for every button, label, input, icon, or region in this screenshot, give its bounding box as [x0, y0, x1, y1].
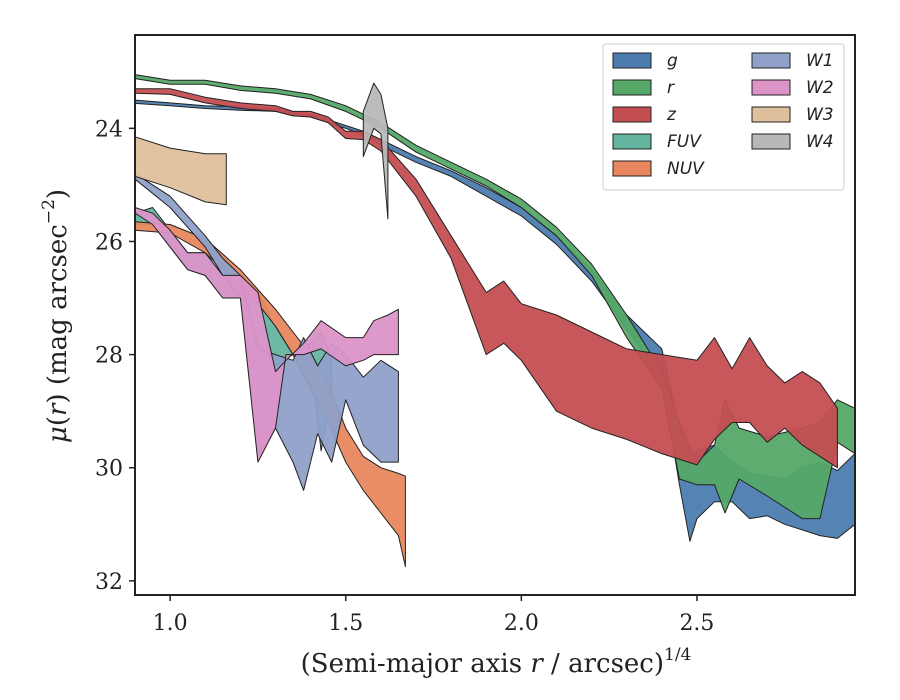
legend-swatch-FUV: [612, 133, 652, 150]
legend: grz FUV NUV W1 W2 W3 W4: [602, 43, 845, 191]
legend-swatch-z: [612, 106, 652, 123]
x-tick-label: 1.0: [153, 611, 188, 636]
legend-swatch-W4: [751, 133, 791, 150]
legend-swatch-W2: [751, 79, 791, 96]
y-tick-label: 30: [95, 457, 123, 482]
band-z: [135, 88, 838, 469]
y-tick-label: 28: [95, 344, 123, 369]
legend-label-W4: W4: [806, 132, 834, 152]
legend-swatch-g: [612, 52, 652, 69]
legend-label-W1: W1: [806, 51, 834, 71]
y-tick-label: 26: [95, 230, 123, 255]
x-axis-label: (Semi-major axis r / arcsec)1/4: [301, 645, 692, 679]
y-tick-label: 32: [95, 570, 123, 595]
legend-label-NUV: NUV: [667, 159, 705, 179]
x-tick-label: 1.5: [328, 611, 363, 636]
x-tick-label: 2.5: [679, 611, 714, 636]
y-tick-label: 24: [95, 117, 123, 142]
x-tick-label: 2.0: [504, 611, 539, 636]
band-W4: [362, 82, 389, 220]
legend-swatch-W1: [751, 52, 791, 69]
legend-swatch-W3: [751, 106, 791, 123]
y-axis-label: μ(r) (mag arcsec−2): [39, 189, 73, 443]
legend-swatch-NUV: [612, 160, 652, 177]
band-W2: [135, 207, 399, 463]
legend-label-W2: W2: [806, 78, 834, 98]
plot-frame: [134, 34, 856, 596]
ticks-layer: 1.0 1.5 2.0 2.5 24 26 28 30 32: [95, 117, 714, 636]
legend-label-z: z: [666, 105, 677, 125]
legend-swatch-r: [612, 79, 652, 96]
legend-label-FUV: FUV: [667, 132, 702, 152]
legend-label-r: r: [667, 78, 675, 98]
series-layer: [135, 74, 855, 568]
legend-label-g: g: [667, 51, 678, 71]
legend-label-W3: W3: [806, 105, 834, 125]
band-W3: [135, 136, 227, 206]
